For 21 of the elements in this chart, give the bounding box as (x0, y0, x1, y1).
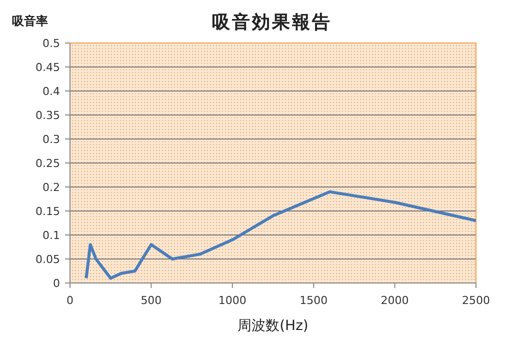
y-tick-label: 0.05 (36, 253, 60, 266)
y-tick-label: 0.25 (36, 157, 60, 170)
y-tick-label: 0.1 (42, 229, 60, 242)
x-tick-label: 2000 (380, 294, 409, 307)
y-tick-label: 0.35 (36, 109, 60, 122)
x-tick-label: 1500 (300, 294, 328, 307)
y-tick-label: 0.5 (42, 37, 60, 50)
x-tick-label: 1000 (218, 294, 246, 307)
line-series (84, 190, 478, 280)
x-tick-label: 0 (66, 294, 74, 307)
y-tick-label: 0 (53, 277, 60, 290)
y-tick-label: 0.2 (42, 181, 60, 194)
y-tick-label: 0.4 (42, 85, 60, 98)
y-tick-label: 0.3 (42, 133, 60, 146)
y-tick-label: 0.15 (36, 205, 60, 218)
x-tick-label: 500 (140, 294, 162, 307)
chart-title: 吸音効果報告 (212, 12, 332, 33)
x-tick-label: 2500 (462, 294, 490, 307)
x-axis-title: 周波数(Hz) (238, 318, 308, 334)
y-tick-label: 0.45 (36, 61, 60, 74)
y-axis-title: 吸音率 (12, 14, 48, 28)
